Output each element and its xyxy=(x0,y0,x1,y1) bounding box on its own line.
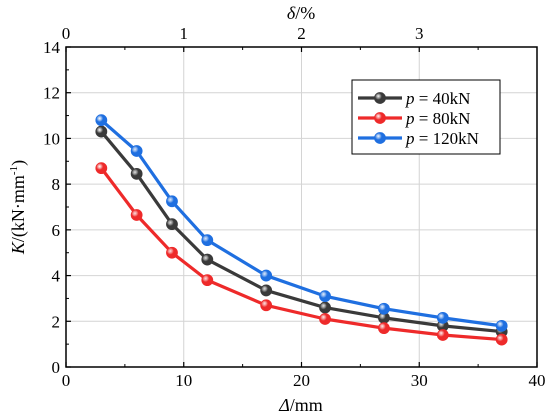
data-point xyxy=(95,125,108,138)
x-tick-label: 0 xyxy=(62,371,71,390)
y-axis-title: K/(kN·mm-1) xyxy=(8,160,29,255)
top-x-tick-label: 3 xyxy=(415,24,424,43)
data-point xyxy=(166,195,178,208)
legend-label: p = 120kN xyxy=(405,129,479,148)
data-point xyxy=(319,313,331,325)
legend-label-value: = 80kN xyxy=(415,109,471,128)
data-point xyxy=(166,218,178,231)
top-x-tick-label: 2 xyxy=(297,24,306,43)
legend-marker xyxy=(374,132,386,144)
y-tick-label: 12 xyxy=(43,84,60,103)
legend-label: p = 80kN xyxy=(405,109,470,128)
data-point xyxy=(201,234,214,247)
y-axis-title-unit: /(kN·mm xyxy=(8,175,29,242)
data-point xyxy=(378,322,390,335)
top-axis-title: δ/% xyxy=(287,3,315,23)
x-tick-label: 20 xyxy=(293,371,310,390)
y-tick-label: 0 xyxy=(52,358,61,377)
legend-label-value: = 120kN xyxy=(415,129,479,148)
legend-label-symbol: p xyxy=(405,89,415,108)
data-point xyxy=(201,253,214,266)
top-axis-title-symbol: δ xyxy=(287,3,296,23)
legend-marker xyxy=(374,112,386,124)
legend-label-symbol: p xyxy=(405,109,415,128)
top-axis-title-unit: /% xyxy=(295,3,315,23)
x-axis-title: Δ/mm xyxy=(278,395,323,415)
data-point xyxy=(260,284,273,297)
top-x-tick-label: 1 xyxy=(180,24,189,43)
data-point xyxy=(166,246,178,259)
data-point xyxy=(260,299,273,312)
legend-label: p = 40kN xyxy=(405,89,470,108)
x-tick-label: 40 xyxy=(529,371,546,390)
data-point xyxy=(95,162,108,175)
data-point xyxy=(378,302,390,315)
y-axis-title-superscript: -1 xyxy=(8,166,20,175)
y-tick-label: 14 xyxy=(43,38,61,57)
y-tick-label: 10 xyxy=(43,129,60,148)
data-point xyxy=(319,290,331,303)
y-tick-label: 2 xyxy=(52,312,61,331)
x-tick-label: 10 xyxy=(175,371,192,390)
data-point xyxy=(130,209,143,221)
data-point xyxy=(260,269,273,282)
legend-label-value: = 40kN xyxy=(415,89,471,108)
data-point xyxy=(95,114,108,127)
data-point xyxy=(436,329,449,341)
data-point xyxy=(130,145,143,157)
x-axis-title-symbol: Δ xyxy=(278,395,290,415)
data-point xyxy=(495,319,508,332)
data-point xyxy=(201,274,214,287)
y-tick-label: 6 xyxy=(52,221,61,240)
y-tick-label: 4 xyxy=(52,267,61,286)
legend-marker xyxy=(374,92,386,104)
x-axis-title-unit: /mm xyxy=(290,395,323,415)
data-point xyxy=(436,311,449,324)
y-axis-title-end: ) xyxy=(8,160,29,166)
series-group xyxy=(95,114,508,346)
x-tick-label: 30 xyxy=(411,371,428,390)
legend-label-symbol: p xyxy=(405,129,415,148)
data-point xyxy=(130,167,143,180)
data-point xyxy=(495,333,508,346)
y-tick-label: 8 xyxy=(52,175,61,194)
data-point xyxy=(319,301,331,314)
y-axis-title-symbol: K xyxy=(8,241,28,255)
top-x-tick-label: 0 xyxy=(62,24,71,43)
